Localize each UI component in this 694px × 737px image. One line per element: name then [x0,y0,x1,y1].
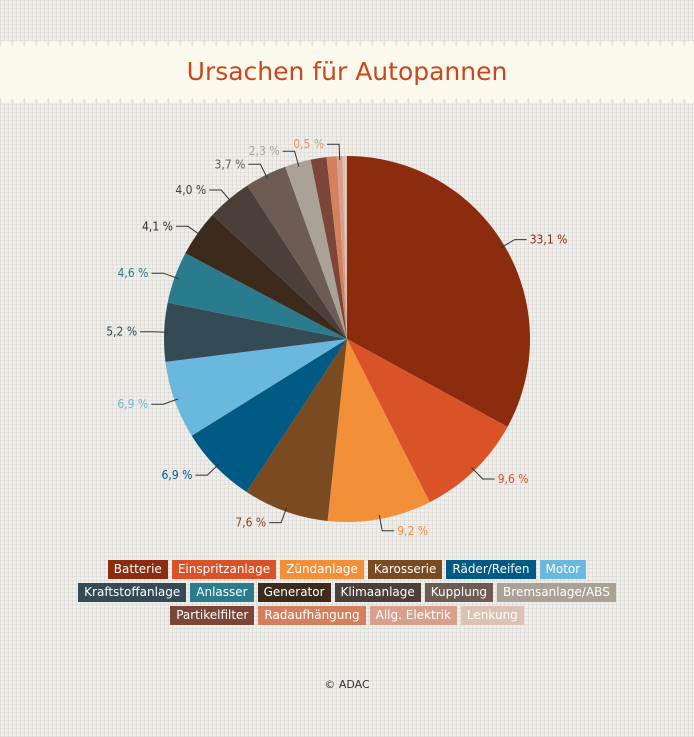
leader-line-motor [151,398,179,405]
data-label-z-ndanlage: 9,2 % [397,524,428,538]
leader-line-generator [175,225,202,236]
title-banner: Ursachen für Autopannen [0,40,694,104]
legend-item-karosserie: Karosserie [367,560,443,579]
leader-line-anlasser [151,272,179,280]
data-label-anlasser: 4,6 % [118,266,149,280]
data-label-klimaanlage: 4,0 % [175,183,206,197]
leader-line-kraftstoffanlage [140,331,169,333]
pie-slice-klimaanlage [212,185,347,339]
legend-item-einspritzanlage: Einspritzanlage [171,560,277,579]
data-label-kupplung: 3,7 % [215,157,246,171]
data-label-einspritzanlage: 9,6 % [498,472,529,486]
leader-line-karosserie [269,507,288,524]
legend-item-kraftstoffanlage: Kraftstoffanlage [78,583,187,602]
legend-item-batterie: Batterie [107,560,168,579]
pie-slice-motor [165,339,347,436]
data-label-kraftstoffanlage: 5,2 % [106,325,137,339]
chart-title: Ursachen für Autopannen [186,57,508,86]
pie-slice-partikelfilter [310,157,347,339]
pie-slice-r-der-reifen [191,339,347,492]
data-label-karosserie: 7,6 % [235,516,266,530]
legend-item-kupplung: Kupplung [424,583,494,602]
pie-slice-allg-elektrik [336,156,347,339]
data-label-motor: 6,9 % [117,397,148,411]
data-label-bremsanlage-abs: 2,3 % [249,144,280,158]
pie-slice-kupplung [247,166,347,339]
pie-slice-z-ndanlage [327,339,430,523]
legend-item-klimaanlage: Klimaanlage [334,583,421,602]
leader-line-z-ndanlage [378,515,395,532]
pie-slice-lenkung [342,156,347,339]
legend-item-z-ndanlage: Zündanlage [280,560,364,579]
data-label-batterie: 33,1 % [530,233,568,247]
legend-item-allg-elektrik: Allg. Elektrik [369,606,457,625]
data-label-generator: 4,1 % [142,219,173,233]
legend-item-generator: Generator [257,583,331,602]
pie-slice-einspritzanlage [347,339,508,503]
legend-item-motor: Motor [539,560,587,579]
legend-item-r-der-reifen: Räder/Reifen [446,560,536,579]
leader-line-klimaanlage [209,189,232,203]
pie-slice-generator [185,214,347,339]
legend-item-anlasser: Anlasser [190,583,254,602]
data-label-r-der-reifen: 6,9 % [162,468,193,482]
leader-line-batterie [500,239,527,249]
pie-slice-radaufh-ngung [326,156,347,339]
data-label-allg-elektrik: 0,5 % [293,137,324,151]
leader-line-r-der-reifen [195,463,220,476]
leader-line-kupplung [248,163,268,179]
pie-slice-bremsanlage-abs [285,159,347,339]
legend-row: Batterie Einspritzanlage Zündanlage Karosse… [107,560,587,579]
pie-slice-anlasser [167,253,347,339]
chart-legend: Batterie Einspritzanlage Zündanlage Karosse… [0,560,694,625]
legend-item-lenkung: Lenkung [460,606,524,625]
source-credit: © ADAC [324,678,370,691]
leader-line-allg-elektrik [327,143,341,161]
legend-row: Partikelfilter Radaufhängung Allg. Elektri… [170,606,524,625]
legend-item-partikelfilter: Partikelfilter [170,606,255,625]
legend-item-radaufh-ngung: Radaufhängung [258,606,366,625]
pie-slice-kraftstoffanlage [163,302,347,362]
pie-slice-karosserie [246,339,347,521]
leader-line-einspritzanlage [471,467,495,480]
legend-row: Kraftstoffanlage Anlasser Generator Klimaan… [78,583,616,602]
pie-slice-batterie [347,156,530,427]
leader-line-bremsanlage-abs [282,150,300,167]
legend-item-bremsanlage-abs: Bremsanlage/ABS [497,583,616,602]
